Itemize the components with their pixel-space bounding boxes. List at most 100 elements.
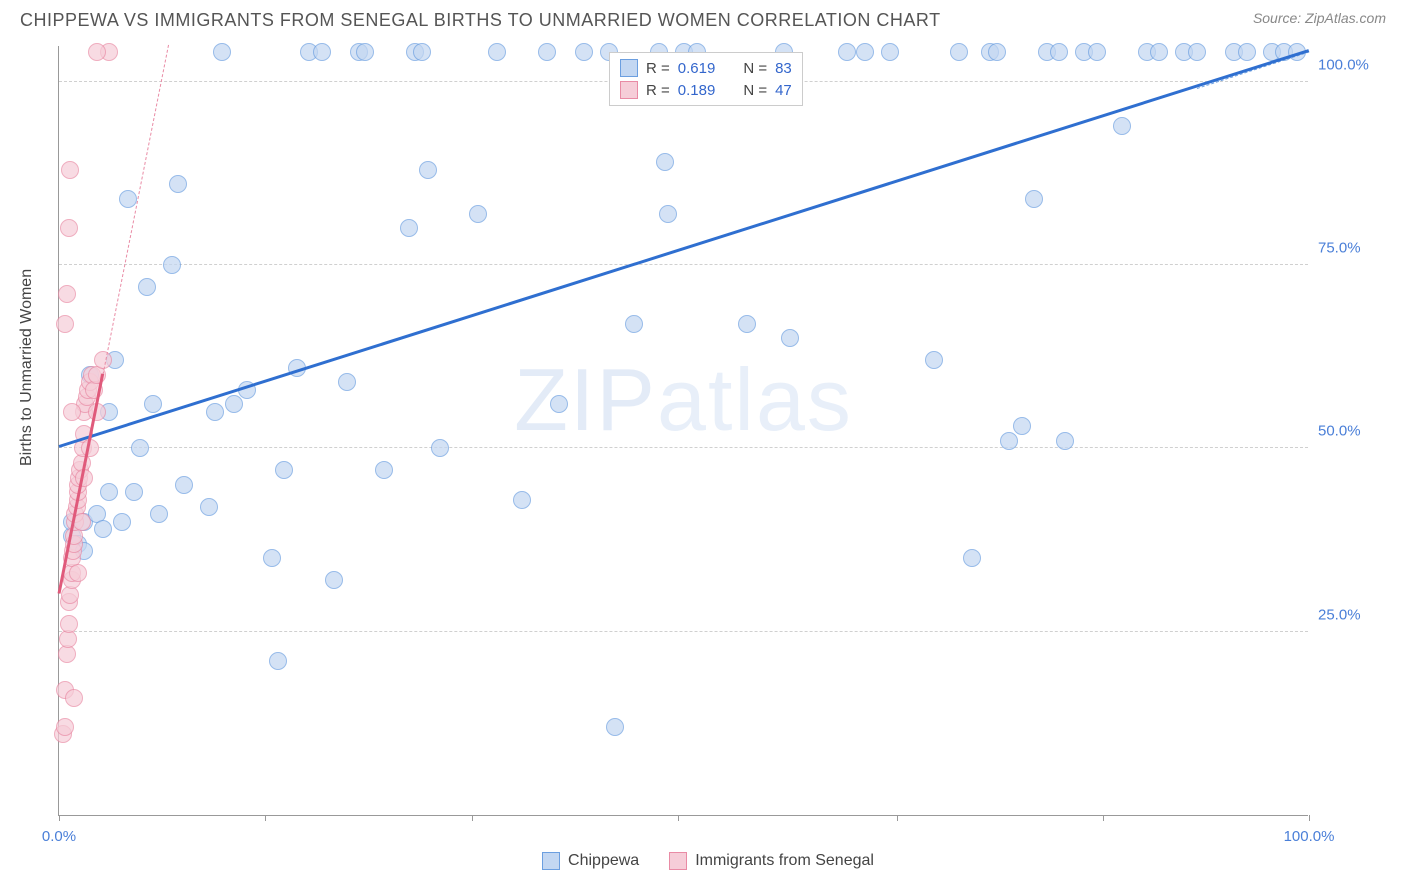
data-point [1113,117,1131,135]
trend-line [102,44,169,374]
data-point [169,175,187,193]
data-point [606,718,624,736]
data-point [356,43,374,61]
series-legend: Chippewa Immigrants from Senegal [28,852,1388,870]
data-point [1238,43,1256,61]
y-tick-label: 100.0% [1318,56,1378,73]
data-point [144,395,162,413]
x-tick-mark [472,815,473,821]
data-point [275,461,293,479]
data-point [575,43,593,61]
x-tick-mark [678,815,679,821]
data-point [1013,417,1031,435]
data-point [625,315,643,333]
legend-swatch [620,81,638,99]
data-point [60,219,78,237]
scatter-plot: ZIPatlas R = 0.619N = 83R = 0.189N = 47 … [58,46,1308,816]
data-point [469,205,487,223]
data-point [65,689,83,707]
data-point [60,615,78,633]
data-point [963,549,981,567]
x-tick-mark [265,815,266,821]
data-point [1088,43,1106,61]
legend-r-label: R = [646,82,670,99]
data-point [1056,432,1074,450]
legend-row: R = 0.189 N = 47 [620,79,792,101]
data-point [550,395,568,413]
data-point [100,483,118,501]
data-point [163,256,181,274]
x-tick-mark [1309,815,1310,821]
data-point [1000,432,1018,450]
legend-swatch [620,59,638,77]
x-tick-mark [897,815,898,821]
chart-container: Births to Unmarried Women ZIPatlas R = 0… [28,46,1388,884]
data-point [56,718,74,736]
legend-series-label: Immigrants from Senegal [695,852,874,870]
x-tick-mark [59,815,60,821]
data-point [175,476,193,494]
legend-n-value: 47 [775,82,792,99]
x-tick-label: 100.0% [1284,828,1335,845]
data-point [338,373,356,391]
chart-title: CHIPPEWA VS IMMIGRANTS FROM SENEGAL BIRT… [20,10,941,31]
legend-n-label: N = [743,82,767,99]
legend-r-value: 0.619 [678,60,716,77]
data-point [113,513,131,531]
data-point [63,403,81,421]
data-point [131,439,149,457]
x-tick-label: 0.0% [42,828,76,845]
data-point [1188,43,1206,61]
data-point [988,43,1006,61]
data-point [419,161,437,179]
legend-item: Chippewa [542,852,639,870]
data-point [206,403,224,421]
legend-n-label: N = [743,60,767,77]
x-tick-mark [1103,815,1104,821]
data-point [138,278,156,296]
legend-swatch [542,852,560,870]
data-point [69,564,87,582]
data-point [1025,190,1043,208]
legend-r-value: 0.189 [678,82,716,99]
data-point [125,483,143,501]
trend-line [59,49,1310,448]
data-point [1150,43,1168,61]
data-point [738,315,756,333]
data-point [225,395,243,413]
source-attribution: Source: ZipAtlas.com [1253,10,1386,26]
data-point [325,571,343,589]
data-point [513,491,531,509]
data-point [94,351,112,369]
data-point [1050,43,1068,61]
data-point [538,43,556,61]
data-point [838,43,856,61]
data-point [856,43,874,61]
data-point [881,43,899,61]
data-point [263,549,281,567]
data-point [400,219,418,237]
y-tick-label: 25.0% [1318,606,1378,623]
data-point [656,153,674,171]
data-point [88,43,106,61]
legend-r-label: R = [646,60,670,77]
y-tick-label: 75.0% [1318,240,1378,257]
data-point [488,43,506,61]
y-axis-label: Births to Unmarried Women [18,269,36,466]
legend-swatch [669,852,687,870]
data-point [925,351,943,369]
data-point [431,439,449,457]
data-point [58,285,76,303]
data-point [119,190,137,208]
data-point [375,461,393,479]
gridline [59,264,1308,265]
data-point [213,43,231,61]
legend-item: Immigrants from Senegal [669,852,874,870]
data-point [200,498,218,516]
data-point [61,161,79,179]
data-point [950,43,968,61]
data-point [313,43,331,61]
legend-n-value: 83 [775,60,792,77]
data-point [269,652,287,670]
data-point [56,315,74,333]
